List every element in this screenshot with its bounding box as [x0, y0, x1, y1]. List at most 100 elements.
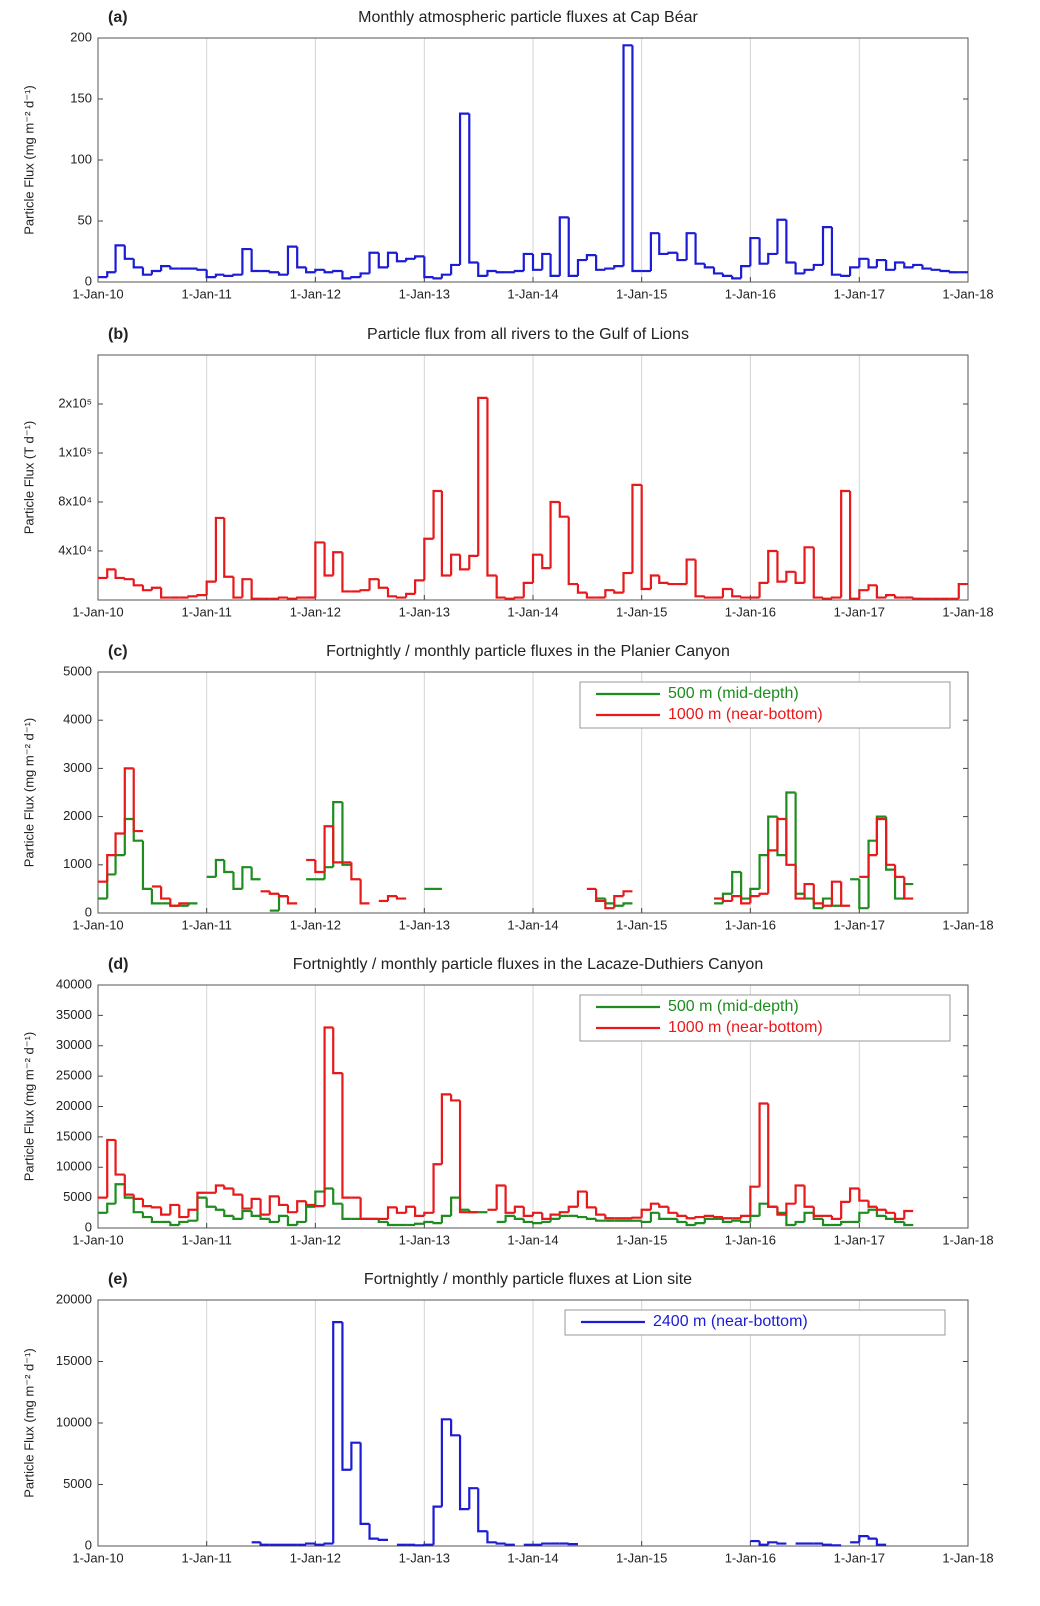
y-tick-label: 150	[70, 90, 92, 105]
step-segment	[622, 571, 633, 593]
chart-title: Fortnightly / monthly particle fluxes in…	[293, 956, 763, 973]
step-segment	[767, 815, 778, 856]
step-segment	[903, 1209, 914, 1219]
step-segment	[749, 1214, 760, 1222]
step-segment	[703, 263, 715, 269]
y-tick-label: 0	[85, 904, 92, 919]
step-segment	[676, 1218, 687, 1224]
plot-frame	[97, 984, 969, 1229]
step-segment	[368, 251, 379, 274]
step-segment	[232, 576, 243, 599]
step-segment	[903, 876, 914, 900]
step-segment	[885, 816, 896, 871]
step-segment	[794, 1184, 805, 1204]
y-tick-label: 50	[78, 212, 92, 227]
y-tick-label: 20000	[56, 1291, 92, 1306]
step-segment	[169, 266, 180, 270]
y-tick-label: 1000	[63, 856, 92, 871]
step-segment	[549, 500, 560, 569]
step-segment	[341, 802, 352, 866]
step-segment	[432, 1221, 442, 1225]
step-segment	[350, 1441, 361, 1470]
step-segment	[640, 1220, 651, 1224]
step-segment	[405, 592, 416, 598]
y-tick-label: 1x10⁵	[58, 444, 92, 459]
step-segment	[486, 397, 497, 577]
step-segment	[314, 1190, 325, 1207]
step-segment	[541, 1212, 551, 1220]
step-segment	[893, 595, 905, 599]
step-segment	[875, 1209, 887, 1217]
step-segment	[286, 1204, 298, 1214]
legend-label: 500 m (mid-depth)	[668, 998, 799, 1015]
chart-title: Particle flux from all rivers to the Gul…	[367, 326, 689, 343]
step-segment	[323, 1187, 334, 1192]
step-segment	[803, 1185, 814, 1208]
step-segment	[187, 1219, 198, 1222]
step-segment	[893, 261, 905, 270]
step-segment	[132, 819, 143, 842]
step-segment	[187, 1208, 198, 1218]
step-segment	[141, 1198, 152, 1208]
y-tick-label: 15000	[56, 1128, 92, 1143]
step-segment	[776, 1206, 787, 1216]
step-segment	[549, 1217, 560, 1222]
step-segment	[912, 263, 923, 268]
legend-label: 500 m (mid-depth)	[668, 685, 799, 702]
step-segment	[667, 582, 678, 586]
x-tick-label: 1-Jan-11	[182, 917, 232, 932]
step-segment	[703, 1217, 715, 1224]
step-segment	[423, 1211, 434, 1216]
step-segment	[432, 1505, 442, 1545]
step-segment	[785, 791, 796, 856]
step-segment	[432, 489, 442, 539]
step-segment	[721, 273, 733, 277]
step-segment	[867, 584, 877, 591]
step-segment	[296, 1220, 307, 1225]
step-segment	[585, 1217, 597, 1220]
step-segment	[558, 1214, 569, 1219]
step-segment	[875, 585, 887, 599]
step-segment	[132, 1194, 143, 1200]
step-segment	[405, 1205, 416, 1213]
step-segment	[875, 1206, 887, 1211]
step-segment	[187, 902, 198, 906]
step-segment	[649, 232, 660, 272]
step-segment	[939, 269, 950, 273]
step-segment	[486, 1531, 497, 1544]
step-segment	[576, 258, 587, 276]
step-segment	[740, 265, 751, 279]
step-segment	[123, 767, 134, 834]
step-segment	[106, 1202, 116, 1213]
step-segment	[495, 1184, 506, 1210]
step-segment	[631, 45, 642, 273]
y-tick-label: 20000	[56, 1098, 92, 1113]
step-segment	[440, 273, 452, 279]
step-segment	[567, 516, 578, 586]
chart-title: Fortnightly / monthly particle fluxes in…	[326, 643, 730, 660]
step-segment	[241, 1209, 252, 1219]
step-segment	[450, 553, 461, 576]
legend-label: 1000 m (near-bottom)	[668, 1019, 823, 1036]
step-segment	[658, 1203, 669, 1208]
y-tick-label: 0	[85, 273, 92, 288]
step-segment	[350, 276, 361, 279]
step-segment	[848, 266, 860, 276]
step-segment	[576, 1215, 587, 1219]
step-segment	[277, 1196, 288, 1207]
y-tick-label: 10000	[56, 1159, 92, 1174]
step-segment	[160, 886, 171, 900]
step-segment	[305, 1205, 316, 1222]
step-segment	[541, 554, 551, 570]
step-segment	[477, 262, 488, 277]
step-segment	[405, 257, 416, 262]
step-segment	[106, 854, 116, 882]
step-segment	[160, 1207, 171, 1216]
step-segment	[848, 490, 860, 600]
x-tick-label: 1-Jan-13	[399, 604, 450, 619]
step-segment	[286, 597, 298, 600]
step-segment	[541, 1220, 551, 1224]
step-segment	[613, 895, 624, 909]
step-segment	[504, 597, 515, 600]
step-segment	[712, 267, 723, 275]
